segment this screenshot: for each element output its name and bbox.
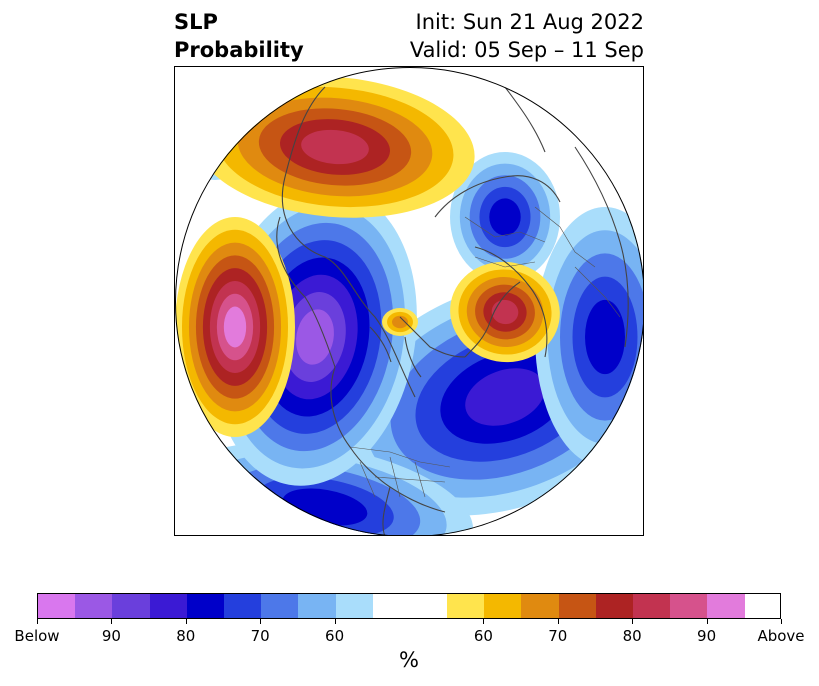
colorbar-tick — [706, 619, 708, 624]
colorbar-segment — [521, 594, 559, 618]
title-left: SLP Probability — [174, 8, 304, 64]
colorbar-segment — [633, 594, 671, 618]
colorbar-tick-label: 60 — [473, 627, 493, 645]
above-anomaly-pacific — [223, 306, 247, 348]
colorbar-segment — [298, 594, 336, 618]
colorbar-tick-label: Below — [14, 627, 60, 645]
above-anomaly-arctic — [392, 315, 408, 329]
above-anomaly-east-asia — [301, 129, 369, 165]
colorbar-segment — [707, 594, 745, 618]
colorbar-tick — [483, 619, 485, 624]
colorbar-tick-label: 80 — [176, 627, 196, 645]
colorbar-segment — [75, 594, 113, 618]
colorbar-segment — [149, 594, 187, 618]
colorbar-tick — [632, 619, 634, 624]
colorbar-tick-label: 80 — [622, 627, 642, 645]
map-boundary — [175, 67, 643, 535]
colorbar-segment — [112, 594, 150, 618]
colorbar-tick-label: 90 — [101, 627, 121, 645]
colorbar-segment — [409, 594, 448, 618]
colorbar-tick — [334, 619, 336, 624]
colorbar-tick-label: 60 — [325, 627, 345, 645]
coastlines — [276, 86, 629, 535]
valid-range: Valid: 05 Sep – 11 Sep — [409, 38, 644, 62]
colorbar-segment — [335, 594, 373, 618]
below-anomaly-europe — [585, 299, 625, 375]
colorbar-tick-label: 70 — [250, 627, 270, 645]
colorbar-tick-label: 90 — [697, 627, 717, 645]
colorbar-segment — [38, 594, 76, 618]
colorbar-segment — [261, 594, 299, 618]
colorbar-tick — [185, 619, 187, 624]
colorbar — [37, 593, 781, 619]
colorbar-segment — [595, 594, 633, 618]
below-anomaly-canada — [296, 309, 334, 365]
colorbar-tick-label: 70 — [548, 627, 568, 645]
polar-map — [175, 67, 643, 535]
init-date: Init: Sun 21 Aug 2022 — [415, 10, 644, 34]
colorbar-segment — [670, 594, 708, 618]
colorbar-tick — [37, 619, 38, 624]
colorbar-segment — [484, 594, 522, 618]
colorbar-unit: % — [399, 648, 419, 672]
colorbar-segment — [372, 594, 410, 618]
colorbar-segment — [186, 594, 224, 618]
colorbar-segment — [447, 594, 485, 618]
below-anomaly-atlantic — [465, 368, 545, 426]
colorbar-tick — [557, 619, 559, 624]
map-panel — [174, 66, 644, 536]
colorbar-tick — [260, 619, 262, 624]
colorbar-segment — [558, 594, 596, 618]
title-variable: SLP — [174, 10, 218, 34]
above-anomaly-scandinavia — [491, 299, 519, 325]
below-anomaly-siberia — [489, 198, 521, 236]
title-right: Init: Sun 21 Aug 2022 Valid: 05 Sep – 11… — [410, 8, 644, 64]
title-product: Probability — [174, 38, 304, 62]
colorbar-tick — [781, 619, 782, 624]
colorbar-segment — [223, 594, 262, 618]
colorbar-tick — [111, 619, 113, 624]
colorbar-tick-label: Above — [757, 627, 805, 645]
